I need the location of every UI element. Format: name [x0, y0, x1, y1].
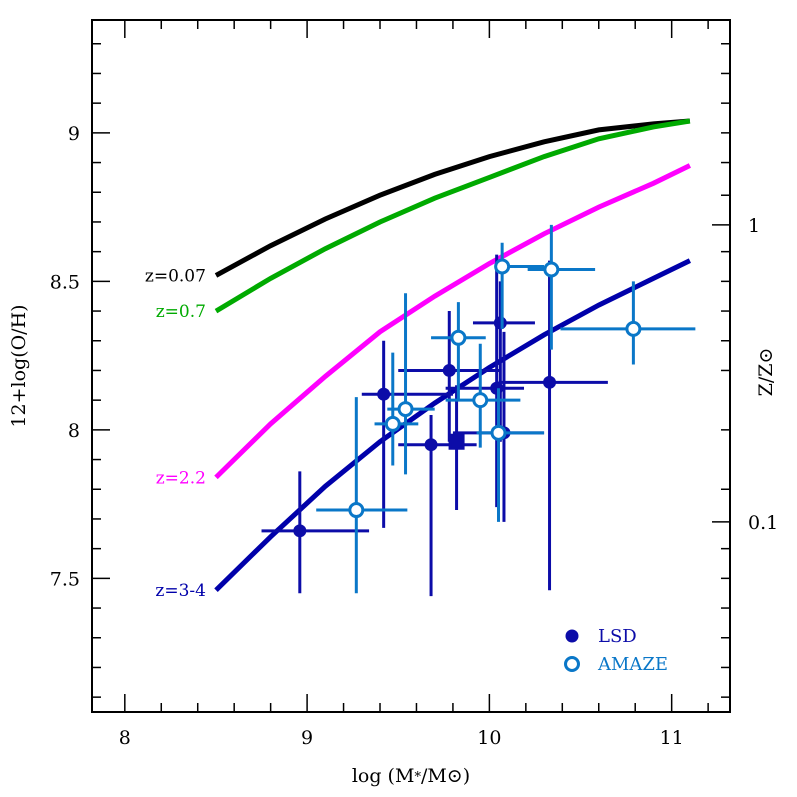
data-point-LSD: [398, 311, 501, 442]
legend: LSD AMAZE: [564, 626, 668, 675]
y2-tick-label: 1: [748, 215, 760, 237]
data-point-LSD: [361, 340, 453, 528]
model-curves: z=0.07 z=0.7 z=2.2 z=3-4: [145, 118, 691, 601]
curve-label: z=0.7: [156, 302, 206, 322]
marker: [543, 375, 557, 389]
marker: [494, 258, 511, 275]
y-tick-label: 7.5: [50, 568, 80, 590]
data-point-AMAZE: [445, 343, 521, 448]
data-point-LSD: [261, 471, 370, 594]
axis-ticks: [92, 20, 730, 712]
axis-tick-labels: 8 9 10 11 7.5 8 8.5 9 1 0.1: [50, 123, 778, 749]
data-point-AMAZE: [316, 397, 408, 594]
marker: [397, 401, 414, 418]
marker: [625, 320, 642, 337]
marker: [448, 433, 465, 450]
curve-label: z=0.07: [145, 266, 206, 286]
marker: [293, 524, 307, 538]
x-axis-label: log (M*/M⊙): [352, 765, 470, 787]
curve-z=0.07: [214, 118, 691, 278]
data-point-AMAZE: [476, 388, 545, 522]
data-point-AMAZE: [494, 242, 545, 329]
data-point-LSD: [398, 415, 477, 597]
legend-label: AMAZE: [597, 654, 668, 675]
marker: [493, 316, 507, 330]
x-tick-label: 11: [660, 727, 684, 749]
legend-label: LSD: [598, 626, 637, 647]
curve-z=0.7: [214, 118, 691, 314]
x-tick-label: 8: [119, 727, 131, 749]
curve-z=3-4: [214, 258, 691, 592]
x-tick-label: 9: [301, 727, 313, 749]
y-tick-label: 8.5: [50, 271, 80, 293]
marker: [490, 424, 507, 441]
y-tick-label: 8: [68, 420, 80, 442]
data-point-AMAZE: [527, 224, 596, 350]
data-point-AMAZE: [431, 302, 486, 401]
marker: [348, 502, 365, 519]
curve-z=2.2: [214, 163, 691, 480]
marker: [472, 392, 489, 409]
data-point-AMAZE: [560, 281, 696, 365]
marker: [543, 261, 560, 278]
legend-marker: [565, 629, 579, 643]
marker: [384, 415, 401, 432]
legend-marker: [564, 656, 580, 672]
curve-label: z=2.2: [156, 468, 206, 488]
marker: [450, 329, 467, 346]
x-tick-label: 10: [477, 727, 501, 749]
data-point-AMAZE: [387, 293, 435, 475]
marker: [442, 363, 456, 377]
plot-frame: [91, 19, 731, 713]
marker: [377, 387, 391, 401]
marker: [424, 438, 438, 452]
y-axis-label: 12+log(O/H): [8, 304, 30, 427]
data-point-LSD: [498, 260, 608, 591]
right-axis-label: Z/Z⊙: [755, 348, 777, 397]
curve-label: z=3-4: [155, 581, 206, 601]
y-tick-label: 9: [68, 123, 80, 145]
data-point-LSD (stack): [448, 385, 465, 511]
y2-tick-label: 0.1: [748, 512, 778, 534]
data-points: [261, 224, 696, 597]
